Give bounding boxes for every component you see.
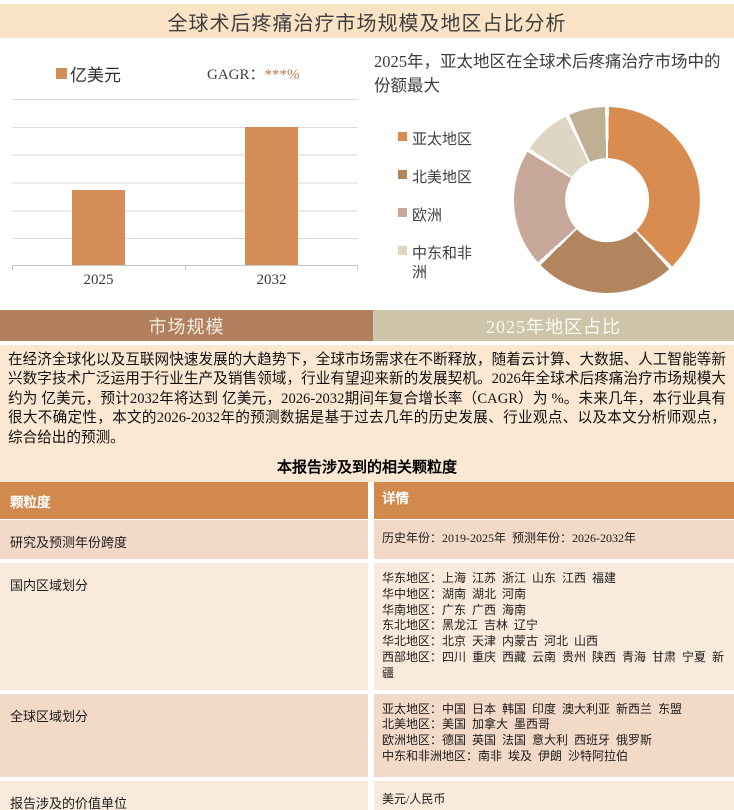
tab-region-share[interactable]: 2025年地区占比 [373,310,734,341]
legend-swatch-unit [56,68,67,79]
row-label-cell: 研究及预测年份跨度 [0,520,368,560]
axis-tick [12,266,13,270]
legend-swatch-north-america [398,170,407,179]
row-label-cell: 国内区域划分 [0,563,368,690]
axis-tick [357,266,358,270]
cagr-masked-value: ***% [264,67,300,83]
row-details-cell: 华东地区：上海 江苏 浙江 山东 江西 福建 华中地区：湖南 湖北 河南 华南地… [374,563,734,690]
donut-hole [565,158,649,242]
legend-swatch-apac [398,132,407,141]
header-cell-granularity: 颗粒度 [0,482,368,520]
table-row-domestic-regions: 国内区域划分 华东地区：上海 江苏 浙江 山东 江西 福建 华中地区：湖南 湖北… [0,559,734,690]
x-axis-labels: 2025 2032 [12,272,358,289]
donut-chart [514,107,700,293]
legend-item-mea: 中东和非洲 [398,245,476,281]
table-header-row: 颗粒度 详情 [0,482,734,520]
header-cell-details: 详情 [374,482,734,520]
table-row-years: 研究及预测年份跨度 历史年份：2019-2025年 预测年份：2026-2032… [0,516,734,560]
table-row-value-unit: 报告涉及的价值单位 美元/人民币 [0,776,734,810]
legend-label-apac: 亚太地区 [412,132,473,148]
legend-item-europe: 欧洲 [398,207,476,226]
section-tabs: 市场规模 2025年地区占比 [0,310,734,341]
cagr-annotation: GAGR：***% [207,63,300,84]
donut-chart-title: 2025年，亚太地区在全球术后疼痛治疗市场中的份额最大 [374,52,721,95]
bar-chart-legend: 亿美元 [56,61,121,86]
bar-chart-plot [12,99,358,270]
cagr-label: GAGR： [207,67,265,83]
row-label-cell: 全球区域划分 [0,693,368,777]
table-title: 本报告涉及到的相关颗粒度 [276,460,457,477]
bar-2032 [245,127,298,265]
donut-legend: 亚太地区 北美地区 欧洲 中东和非洲 [398,131,476,283]
row-details-cell: 美元/人民币 [374,780,734,810]
report-body: 在经济全球化以及互联网快速发展的大趋势下，全球市场需求在不断释放，随着云计算、大… [0,345,734,810]
tab-market-size[interactable]: 市场规模 [0,310,373,341]
legend-item-north-america: 北美地区 [398,169,476,188]
intro-paragraph: 在经济全球化以及互联网快速发展的大趋势下，全球市场需求在不断释放，随着云计算、大… [8,352,726,446]
legend-item-apac: 亚太地区 [398,131,476,150]
legend-label-north-america: 北美地区 [412,170,473,186]
x-label-2025: 2025 [83,272,114,288]
page-title: 全球术后疼痛治疗市场规模及地区占比分析 [167,12,567,35]
axis-tick [185,266,186,270]
row-label-cell: 报告涉及的价值单位 [0,780,368,810]
row-details-cell: 历史年份：2019-2025年 预测年份：2026-2032年 [374,520,734,560]
row-details-cell: 亚太地区：中国 日本 韩国 印度 澳大利亚 新西兰 东盟 北美地区：美国 加拿大… [374,693,734,777]
legend-unit-label: 亿美元 [70,66,121,85]
legend-label-europe: 欧洲 [412,208,443,224]
title-band: 全球术后疼痛治疗市场规模及地区占比分析 [0,4,734,38]
legend-label-mea: 中东和非洲 [412,246,473,281]
legend-swatch-mea [398,246,407,255]
x-label-2032: 2032 [256,272,287,288]
bar-2025 [72,190,125,265]
legend-swatch-europe [398,208,407,217]
table-row-global-regions: 全球区域划分 亚太地区：中国 日本 韩国 印度 澳大利亚 新西兰 东盟 北美地区… [0,689,734,777]
granularity-table: 颗粒度 详情 研究及预测年份跨度 历史年份：2019-2025年 预测年份：20… [0,482,734,810]
